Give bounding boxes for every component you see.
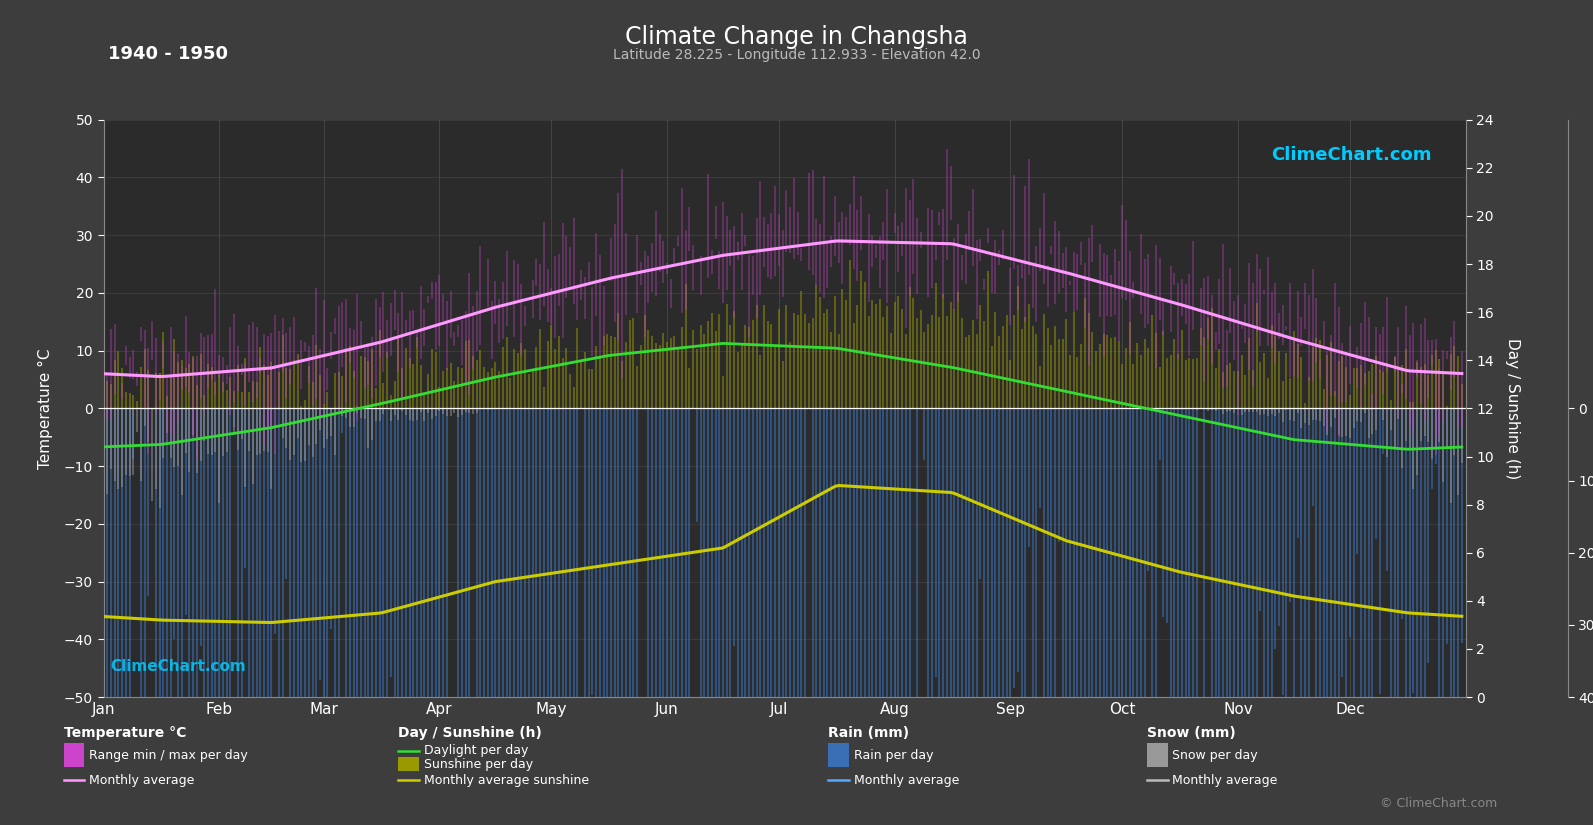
Y-axis label: Day / Sunshine (h): Day / Sunshine (h) (1505, 337, 1520, 479)
Text: Monthly average: Monthly average (1172, 774, 1278, 787)
Text: Day / Sunshine (h): Day / Sunshine (h) (398, 726, 542, 740)
Text: Range min / max per day: Range min / max per day (89, 749, 249, 762)
Text: Rain (mm): Rain (mm) (828, 726, 910, 740)
Text: ClimeChart.com: ClimeChart.com (1271, 146, 1432, 163)
Text: Monthly average: Monthly average (89, 774, 194, 787)
Text: Latitude 28.225 - Longitude 112.933 - Elevation 42.0: Latitude 28.225 - Longitude 112.933 - El… (613, 48, 980, 62)
Y-axis label: Temperature °C: Temperature °C (38, 348, 53, 469)
Text: Monthly average: Monthly average (854, 774, 959, 787)
Text: ClimeChart.com: ClimeChart.com (110, 659, 245, 674)
Text: Daylight per day: Daylight per day (424, 744, 529, 757)
Text: Snow (mm): Snow (mm) (1147, 726, 1236, 740)
Text: Monthly average sunshine: Monthly average sunshine (424, 774, 589, 787)
Text: Climate Change in Changsha: Climate Change in Changsha (624, 25, 969, 49)
Text: © ClimeChart.com: © ClimeChart.com (1380, 797, 1497, 810)
Text: Temperature °C: Temperature °C (64, 726, 186, 740)
Text: Sunshine per day: Sunshine per day (424, 758, 534, 771)
Text: Rain per day: Rain per day (854, 749, 933, 762)
Text: Snow per day: Snow per day (1172, 749, 1258, 762)
Text: 1940 - 1950: 1940 - 1950 (108, 45, 228, 63)
